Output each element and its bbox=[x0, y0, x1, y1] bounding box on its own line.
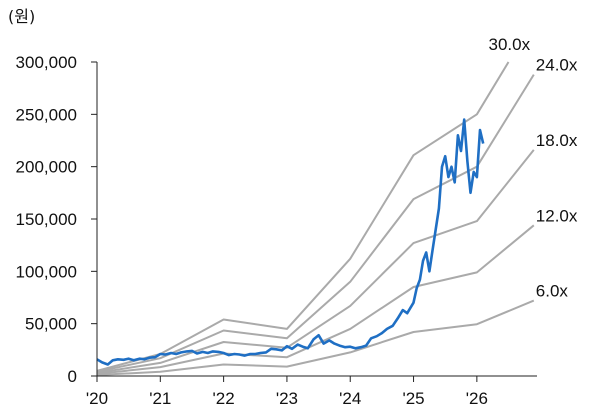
band-label-1: 24.0x bbox=[536, 56, 578, 75]
x-tick-label: '25 bbox=[402, 389, 424, 408]
y-unit-label: (원) bbox=[8, 7, 35, 26]
band-line-4 bbox=[96, 299, 535, 376]
band-label-4: 6.0x bbox=[536, 282, 569, 301]
x-tick-label: '26 bbox=[466, 389, 488, 408]
x-tick-label: '21 bbox=[149, 389, 171, 408]
x-tick-label: '22 bbox=[213, 389, 235, 408]
price-line bbox=[96, 118, 485, 366]
x-tick-label: '24 bbox=[339, 389, 361, 408]
x-tick-label: '20 bbox=[86, 389, 108, 408]
band-line-0 bbox=[96, 61, 510, 372]
band-label-0: 30.0x bbox=[489, 35, 531, 54]
x-tick-labels: '20 '21 '22 '23 '24 '25 '26 bbox=[86, 376, 488, 408]
y-tick-labels: 0 50,000 100,000 150,000 200,000 250,000 300,0… bbox=[16, 53, 97, 386]
price-series bbox=[96, 118, 485, 366]
y-tick-label: 50,000 bbox=[25, 315, 77, 334]
band-lines bbox=[96, 61, 535, 376]
y-tick-label: 250,000 bbox=[16, 105, 77, 124]
y-tick-label: 150,000 bbox=[16, 210, 77, 229]
band-line-2 bbox=[96, 149, 535, 374]
band-labels: 30.0x 24.0x 18.0x 12.0x 6.0x bbox=[489, 35, 578, 301]
y-tick-label: 0 bbox=[68, 367, 77, 386]
y-tick-label: 100,000 bbox=[16, 262, 77, 281]
x-tick-label: '23 bbox=[276, 389, 298, 408]
band-line-3 bbox=[96, 224, 535, 375]
y-tick-label: 300,000 bbox=[16, 53, 77, 72]
band-label-3: 12.0x bbox=[536, 206, 578, 225]
band-label-2: 18.0x bbox=[536, 131, 578, 150]
y-tick-label: 200,000 bbox=[16, 158, 77, 177]
